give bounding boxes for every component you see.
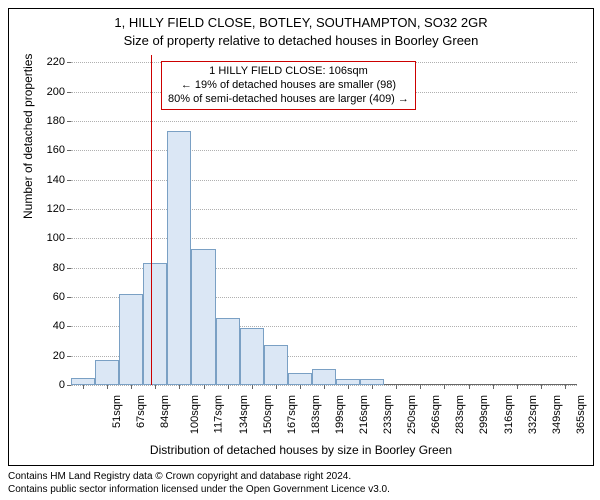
xtick-label: 216sqm (358, 395, 370, 434)
xtick-mark (204, 385, 205, 389)
xtick-label: 349sqm (551, 395, 563, 434)
xtick-mark (131, 385, 132, 389)
xtick-label: 167sqm (286, 395, 298, 434)
annotation-line2: ← 19% of detached houses are smaller (98… (168, 79, 409, 93)
histogram-bar (119, 294, 143, 385)
xtick-label: 183sqm (310, 395, 322, 434)
y-axis-label: Number of detached properties (21, 54, 35, 219)
xtick-mark (155, 385, 156, 389)
ytick-label: 140 (25, 174, 65, 186)
xtick-mark (444, 385, 445, 389)
xtick-mark (276, 385, 277, 389)
xtick-label: 332sqm (527, 395, 539, 434)
ytick-mark (67, 385, 71, 386)
attribution-footer: Contains HM Land Registry data © Crown c… (8, 470, 390, 496)
ytick-mark (67, 238, 71, 239)
xtick-mark (348, 385, 349, 389)
ytick-mark (67, 326, 71, 327)
ytick-label: 80 (25, 262, 65, 274)
ytick-mark (67, 92, 71, 93)
xtick-label: 67sqm (135, 395, 147, 428)
x-axis-label: Distribution of detached houses by size … (9, 443, 593, 457)
gridline-h (71, 209, 577, 210)
histogram-bar (95, 360, 119, 385)
ytick-label: 220 (25, 56, 65, 68)
gridline-h (71, 238, 577, 239)
ytick-mark (67, 268, 71, 269)
reference-line (151, 55, 152, 385)
ytick-label: 180 (25, 115, 65, 127)
ytick-mark (67, 297, 71, 298)
xtick-label: 365sqm (575, 395, 587, 434)
gridline-h (71, 180, 577, 181)
ytick-label: 0 (25, 379, 65, 391)
xtick-mark (179, 385, 180, 389)
chart-title-address: 1, HILLY FIELD CLOSE, BOTLEY, SOUTHAMPTO… (9, 15, 593, 30)
ytick-label: 40 (25, 320, 65, 332)
xtick-label: 199sqm (334, 395, 346, 434)
histogram-bar (288, 373, 312, 385)
histogram-bar (167, 131, 191, 385)
footer-line2: Contains public sector information licen… (8, 483, 390, 496)
annotation-box: 1 HILLY FIELD CLOSE: 106sqm← 19% of deta… (161, 61, 416, 110)
ytick-label: 60 (25, 291, 65, 303)
xtick-label: 316sqm (503, 395, 515, 434)
xtick-mark (469, 385, 470, 389)
xtick-mark (252, 385, 253, 389)
ytick-mark (67, 150, 71, 151)
xtick-mark (372, 385, 373, 389)
xtick-label: 100sqm (189, 395, 201, 434)
ytick-label: 120 (25, 203, 65, 215)
annotation-line1: 1 HILLY FIELD CLOSE: 106sqm (168, 65, 409, 79)
footer-line1: Contains HM Land Registry data © Crown c… (8, 470, 390, 483)
ytick-mark (67, 209, 71, 210)
xtick-mark (107, 385, 108, 389)
xtick-label: 134sqm (238, 395, 250, 434)
ytick-label: 20 (25, 350, 65, 362)
xtick-mark (396, 385, 397, 389)
xtick-mark (83, 385, 84, 389)
histogram-bar (264, 345, 288, 385)
xtick-mark (420, 385, 421, 389)
xtick-mark (493, 385, 494, 389)
chart-frame: 1, HILLY FIELD CLOSE, BOTLEY, SOUTHAMPTO… (8, 8, 594, 466)
chart-title-sub: Size of property relative to detached ho… (9, 33, 593, 48)
xtick-label: 117sqm (213, 395, 225, 433)
xtick-label: 250sqm (406, 395, 418, 434)
histogram-bar (240, 328, 264, 385)
gridline-h (71, 150, 577, 151)
xtick-label: 233sqm (382, 395, 394, 434)
histogram-bar (216, 318, 240, 385)
xtick-label: 266sqm (430, 395, 442, 434)
xtick-label: 51sqm (111, 395, 123, 428)
ytick-mark (67, 121, 71, 122)
annotation-line3: 80% of semi-detached houses are larger (… (168, 93, 409, 107)
xtick-mark (324, 385, 325, 389)
xtick-label: 299sqm (479, 395, 491, 434)
ytick-label: 100 (25, 232, 65, 244)
xtick-mark (228, 385, 229, 389)
plot-area: 1 HILLY FIELD CLOSE: 106sqm← 19% of deta… (71, 55, 577, 385)
xtick-mark (565, 385, 566, 389)
ytick-mark (67, 180, 71, 181)
xtick-mark (541, 385, 542, 389)
xtick-label: 283sqm (455, 395, 467, 434)
ytick-label: 160 (25, 144, 65, 156)
xtick-label: 84sqm (159, 395, 171, 428)
gridline-h (71, 121, 577, 122)
ytick-mark (67, 62, 71, 63)
histogram-bar (312, 369, 336, 385)
histogram-bar (71, 378, 95, 385)
histogram-bar (143, 263, 167, 385)
xtick-mark (517, 385, 518, 389)
histogram-bar (191, 249, 215, 385)
ytick-label: 200 (25, 86, 65, 98)
xtick-mark (300, 385, 301, 389)
ytick-mark (67, 356, 71, 357)
xtick-label: 150sqm (262, 395, 274, 434)
